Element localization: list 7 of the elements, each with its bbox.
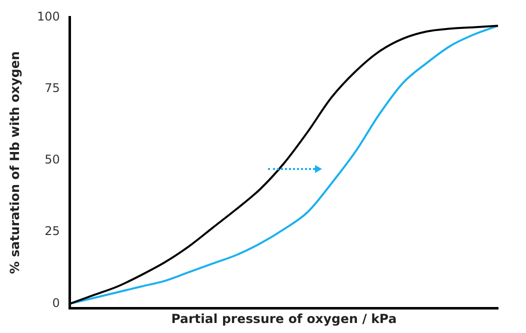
- y-tick-label: 25: [44, 224, 60, 238]
- y-tick-label: 75: [44, 80, 60, 95]
- x-axis-title: Partial pressure of oxygen / kPa: [171, 310, 397, 326]
- y-tick-label: 0: [52, 296, 60, 310]
- y-tick-label: 100: [37, 9, 60, 24]
- y-tick-label: 50: [44, 152, 60, 167]
- y-axis-title: % saturation of Hb with oxygen: [6, 51, 22, 274]
